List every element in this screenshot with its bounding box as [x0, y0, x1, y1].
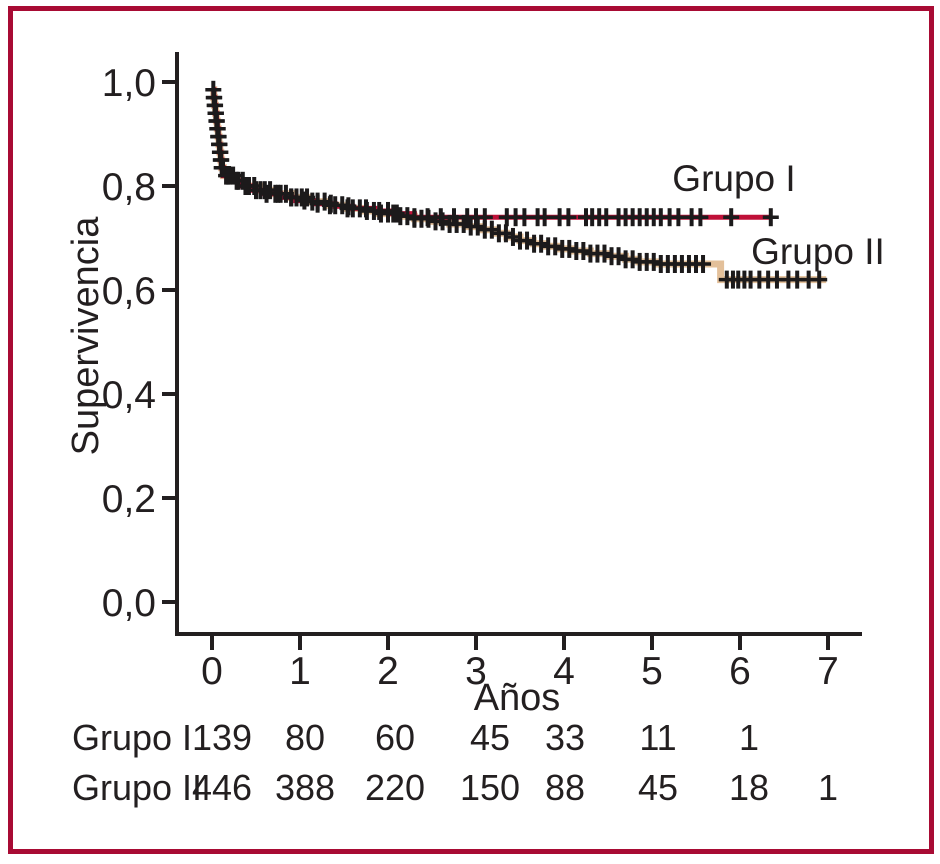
risk-table-value: 1 [738, 717, 760, 758]
x-tick-label: 4 [553, 650, 575, 693]
risk-table-row-label: Grupo II [72, 767, 203, 808]
risk-table-value: 446 [191, 767, 253, 808]
y-axis-title: Supervivencia [65, 216, 107, 456]
risk-table-value: 1 [817, 767, 839, 808]
risk-table-value: 88 [544, 767, 586, 808]
risk-table-value: 45 [637, 767, 679, 808]
x-tick-label: 3 [465, 650, 487, 693]
x-tick-label: 5 [641, 650, 663, 693]
risk-table-value: 18 [728, 767, 770, 808]
x-tick-label: 0 [201, 650, 223, 693]
risk-table-value: 150 [459, 767, 521, 808]
risk-table-value: 80 [284, 717, 326, 758]
y-tick-label: 0,4 [102, 374, 156, 417]
risk-table-row-label: Grupo I [72, 717, 193, 758]
x-tick-label: 1 [289, 650, 311, 693]
risk-table-value: 139 [191, 717, 253, 758]
risk-table-value: 220 [364, 767, 426, 808]
x-axis-title: Años [473, 677, 561, 719]
x-tick-label: 6 [729, 650, 751, 693]
y-tick-label: 1,0 [102, 62, 156, 105]
risk-table-value: 33 [544, 717, 586, 758]
risk-table-value: 388 [274, 767, 336, 808]
y-tick-label: 0,8 [102, 166, 156, 209]
risk-table-value: 60 [374, 717, 416, 758]
x-tick-label: 2 [377, 650, 399, 693]
y-tick-label: 0,6 [102, 270, 156, 313]
series-label-grupo-i: Grupo I [672, 158, 796, 199]
risk-table-value: 45 [469, 717, 511, 758]
x-tick-label: 7 [817, 650, 839, 693]
y-tick-label: 0,2 [102, 478, 156, 521]
series-label-grupo-ii: Grupo II [751, 231, 885, 272]
risk-table-value: 11 [639, 717, 677, 758]
y-tick-label: 0,0 [102, 582, 156, 625]
